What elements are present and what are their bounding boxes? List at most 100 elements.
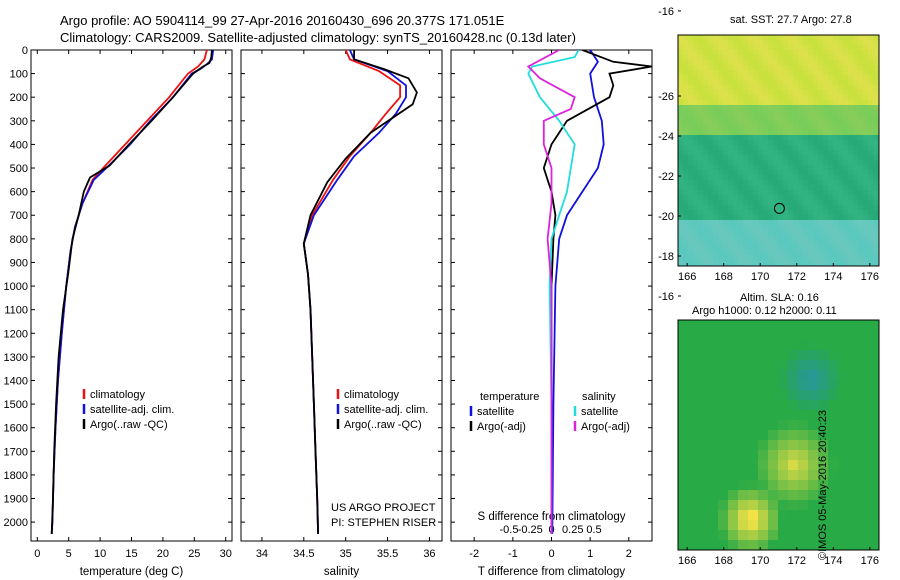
map-cell [818, 540, 829, 550]
map-cell [678, 520, 689, 531]
map-cell [788, 80, 794, 86]
map-cell [708, 90, 714, 96]
map-cell [853, 105, 859, 111]
map-cell [753, 155, 759, 161]
map-cell [808, 210, 814, 216]
map-cell [728, 115, 734, 121]
map-cell [873, 95, 879, 101]
map-cell [858, 90, 864, 96]
map-cell [878, 370, 879, 381]
map-cell [778, 80, 784, 86]
map-cell [733, 190, 739, 196]
map-cell [808, 430, 819, 441]
map-cell [873, 135, 879, 141]
map-cell [828, 350, 839, 361]
lon-tick-label: 176 [861, 271, 879, 283]
map-cell [828, 100, 834, 106]
map-cell [788, 75, 794, 81]
map-cell [763, 230, 769, 236]
map-cell [768, 255, 774, 261]
profile-panel-3: -2 -1 0 1 2T difference from climatology-0.5… [450, 49, 653, 578]
map-cell [713, 125, 719, 131]
map-cell [723, 125, 729, 131]
map-cell [693, 175, 699, 181]
map-cell [698, 330, 709, 341]
map-cell [678, 135, 684, 141]
map-cell [808, 380, 819, 391]
map-cell [678, 115, 684, 121]
map-cell [798, 65, 804, 71]
map-cell [723, 165, 729, 171]
map-cell [753, 60, 759, 66]
map-cell [838, 55, 844, 61]
y-tick-label: 900 [10, 257, 28, 269]
map-cell [748, 225, 754, 231]
map-cell [803, 235, 809, 241]
map-cell [828, 110, 834, 116]
map-cell [738, 155, 744, 161]
map-cell [823, 35, 829, 41]
map-cell [758, 130, 764, 136]
map-cell [783, 120, 789, 126]
map-cell [833, 205, 839, 211]
map-cell [678, 500, 689, 511]
map-cell [748, 250, 754, 256]
map-cell [873, 225, 879, 231]
map-cell [838, 250, 844, 256]
map-cell [693, 230, 699, 236]
map-cell [788, 45, 794, 51]
map-cell [708, 205, 714, 211]
map-cell [718, 490, 729, 501]
map-cell [868, 200, 874, 206]
map-cell [743, 35, 749, 41]
map-cell [858, 540, 869, 550]
map-cell [698, 255, 704, 261]
map-cell [758, 330, 769, 341]
map-cell [848, 225, 854, 231]
map-cell [868, 95, 874, 101]
map-cell [838, 35, 844, 41]
map-cell [788, 120, 794, 126]
map-cell [738, 360, 749, 371]
map-cell [703, 175, 709, 181]
map-cell [728, 440, 739, 451]
map-cell [718, 45, 724, 51]
map-cell [693, 135, 699, 141]
map-cell [833, 225, 839, 231]
map-cell [778, 160, 784, 166]
map-cell [688, 195, 694, 201]
map-cell [858, 170, 864, 176]
map-cell [703, 35, 709, 41]
map-cell [873, 175, 879, 181]
map-cell [703, 205, 709, 211]
map-cell [873, 130, 879, 136]
map-cell [768, 155, 774, 161]
map-cell [783, 245, 789, 251]
map-cell [678, 100, 684, 106]
map-cell [678, 120, 684, 126]
map-cell [738, 190, 744, 196]
map-cell [703, 235, 709, 241]
map-cell [818, 185, 824, 191]
map-cell [738, 95, 744, 101]
map-cell [698, 125, 704, 131]
map-cell [768, 260, 774, 266]
map-cell [678, 440, 689, 451]
map-cell [693, 255, 699, 261]
map-cell [758, 80, 764, 86]
map-cell [753, 215, 759, 221]
map-cell [833, 185, 839, 191]
map-cell [723, 185, 729, 191]
map-cell [878, 530, 879, 541]
map-cell [758, 220, 764, 226]
map-cell [828, 40, 834, 46]
map-cell [838, 235, 844, 241]
map-cell [733, 120, 739, 126]
map-cell [808, 245, 814, 251]
map-cell [733, 75, 739, 81]
map-cell [848, 75, 854, 81]
map-cell [698, 380, 709, 391]
map-cell [783, 195, 789, 201]
map-cell [718, 105, 724, 111]
map-cell [868, 460, 879, 471]
